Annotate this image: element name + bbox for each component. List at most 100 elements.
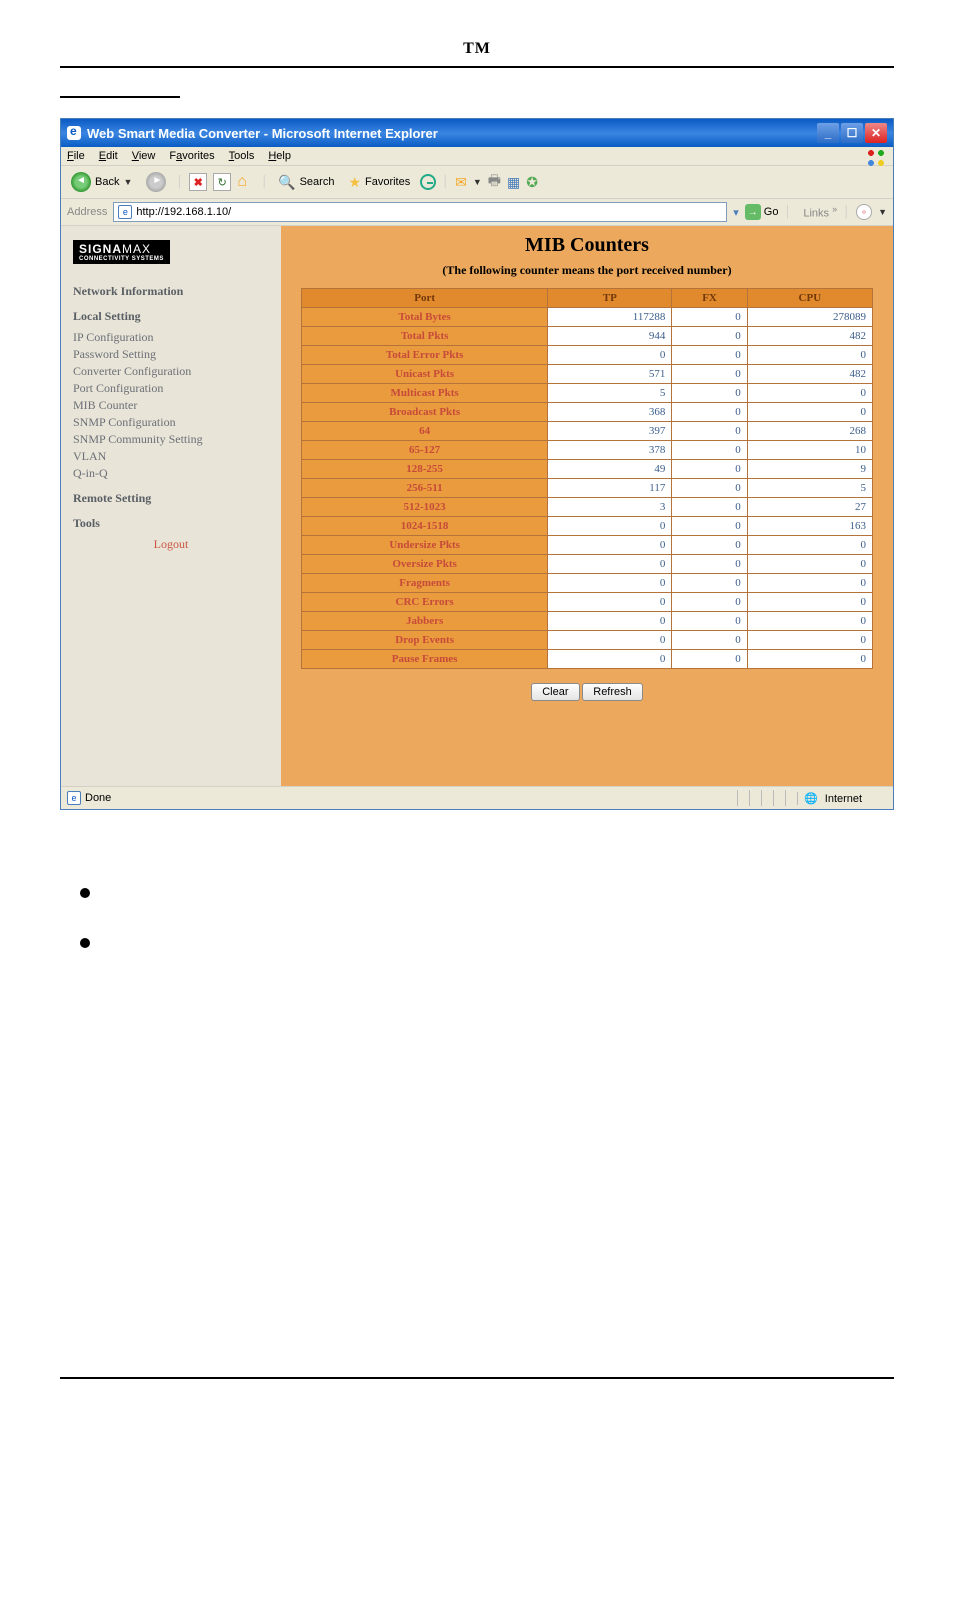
cell: 0 — [672, 346, 747, 365]
sidebar-item-converter-configuration[interactable]: Converter Configuration — [73, 364, 269, 379]
address-dropdown-icon[interactable]: ▾ — [733, 206, 739, 219]
sidebar-item-port-configuration[interactable]: Port Configuration — [73, 381, 269, 396]
sidebar-network-info[interactable]: Network Information — [73, 284, 269, 299]
row-header: Total Pkts — [302, 327, 548, 346]
mail-caret-icon: ▼ — [473, 177, 482, 187]
cell: 0 — [672, 498, 747, 517]
cell: 0 — [747, 593, 872, 612]
messenger-button[interactable]: ✪ — [526, 174, 538, 191]
security-icon[interactable]: ⚬ — [856, 204, 872, 220]
security-caret-icon: ▼ — [878, 207, 887, 217]
sidebar-tools[interactable]: Tools — [73, 516, 269, 531]
menubar: File Edit View Favorites Tools Help — [61, 147, 893, 166]
cell: 0 — [747, 536, 872, 555]
cell: 0 — [672, 327, 747, 346]
cell: 0 — [747, 650, 872, 669]
menu-edit[interactable]: Edit — [99, 150, 118, 162]
back-button[interactable]: Back ▼ — [67, 170, 136, 194]
cell: 571 — [548, 365, 672, 384]
clear-button[interactable]: Clear — [531, 683, 579, 701]
menu-favorites[interactable]: Favorites — [169, 150, 214, 162]
sidebar-item-password-setting[interactable]: Password Setting — [73, 347, 269, 362]
titlebar: Web Smart Media Converter - Microsoft In… — [61, 119, 893, 147]
cell: 0 — [548, 555, 672, 574]
cell: 0 — [747, 555, 872, 574]
table-row: Multicast Pkts500 — [302, 384, 873, 403]
home-button[interactable]: ⌂ — [237, 173, 255, 191]
cell: 0 — [672, 403, 747, 422]
forward-icon — [146, 172, 166, 192]
table-row: Fragments000 — [302, 574, 873, 593]
back-icon — [71, 172, 91, 192]
cell: 0 — [548, 650, 672, 669]
search-icon: 🔍 — [278, 174, 295, 191]
cell: 117288 — [548, 308, 672, 327]
cell: 0 — [672, 479, 747, 498]
cell: 0 — [747, 574, 872, 593]
cell: 0 — [548, 593, 672, 612]
sidebar-item-ip-configuration[interactable]: IP Configuration — [73, 330, 269, 345]
table-row: Jabbers000 — [302, 612, 873, 631]
maximize-button[interactable]: ☐ — [841, 123, 863, 143]
sidebar-item-vlan[interactable]: VLAN — [73, 449, 269, 464]
sidebar-item-snmp-configuration[interactable]: SNMP Configuration — [73, 415, 269, 430]
menu-file[interactable]: File — [67, 150, 85, 162]
stop-button[interactable]: ✖ — [189, 173, 207, 191]
row-header: 128-255 — [302, 460, 548, 479]
cell: 482 — [747, 365, 872, 384]
sidebar-item-snmp-community-setting[interactable]: SNMP Community Setting — [73, 432, 269, 447]
row-header: 64 — [302, 422, 548, 441]
mail-button[interactable]: ✉ — [455, 174, 467, 191]
refresh-button[interactable]: ↻ — [213, 173, 231, 191]
status-zone: 🌐 Internet — [797, 792, 887, 805]
table-row: Drop Events000 — [302, 631, 873, 650]
row-header: Oversize Pkts — [302, 555, 548, 574]
print-button[interactable]: 🖶 — [488, 170, 501, 194]
favorites-label: Favorites — [365, 176, 410, 188]
col-fx: FX — [672, 289, 747, 308]
table-row: 256-51111705 — [302, 479, 873, 498]
refresh-table-button[interactable]: Refresh — [582, 683, 643, 701]
col-cpu: CPU — [747, 289, 872, 308]
page-footer — [0, 1377, 954, 1426]
history-button[interactable] — [420, 174, 436, 190]
cell: 0 — [672, 517, 747, 536]
sidebar-item-mib-counter[interactable]: MIB Counter — [73, 398, 269, 413]
logout-link[interactable]: Logout — [73, 537, 269, 552]
links-label[interactable]: Links » — [803, 204, 837, 220]
close-button[interactable]: ✕ — [865, 123, 887, 143]
cell: 0 — [548, 536, 672, 555]
sidebar-remote-setting[interactable]: Remote Setting — [73, 491, 269, 506]
table-row: 643970268 — [302, 422, 873, 441]
favorites-button[interactable]: ★ Favorites — [344, 172, 414, 193]
back-caret-icon: ▼ — [123, 177, 132, 187]
sidebar-item-q-in-q[interactable]: Q-in-Q — [73, 466, 269, 481]
menu-help[interactable]: Help — [268, 150, 291, 162]
menu-view[interactable]: View — [132, 150, 156, 162]
table-row: Pause Frames000 — [302, 650, 873, 669]
cell: 0 — [672, 365, 747, 384]
row-header: Drop Events — [302, 631, 548, 650]
cell: 0 — [672, 612, 747, 631]
forward-button[interactable] — [142, 170, 170, 194]
cell: 3 — [548, 498, 672, 517]
go-button[interactable]: → Go — [745, 204, 779, 220]
internet-zone-icon: 🌐 — [804, 793, 818, 805]
row-header: Pause Frames — [302, 650, 548, 669]
row-header: Undersize Pkts — [302, 536, 548, 555]
row-header: Total Error Pkts — [302, 346, 548, 365]
menu-tools[interactable]: Tools — [229, 150, 255, 162]
row-header: 256-511 — [302, 479, 548, 498]
ie-window: Web Smart Media Converter - Microsoft In… — [60, 118, 894, 810]
cell: 0 — [747, 612, 872, 631]
row-header: Unicast Pkts — [302, 365, 548, 384]
sidebar-local-setting[interactable]: Local Setting — [73, 309, 269, 324]
favorites-icon: ★ — [348, 174, 361, 191]
edit-button[interactable]: ▦ — [507, 174, 520, 191]
search-button[interactable]: 🔍 Search — [274, 172, 338, 193]
address-input[interactable]: e http://192.168.1.10/ — [113, 202, 727, 222]
table-row: CRC Errors000 — [302, 593, 873, 612]
minimize-button[interactable]: _ — [817, 123, 839, 143]
row-header: Broadcast Pkts — [302, 403, 548, 422]
row-header: 512-1023 — [302, 498, 548, 517]
